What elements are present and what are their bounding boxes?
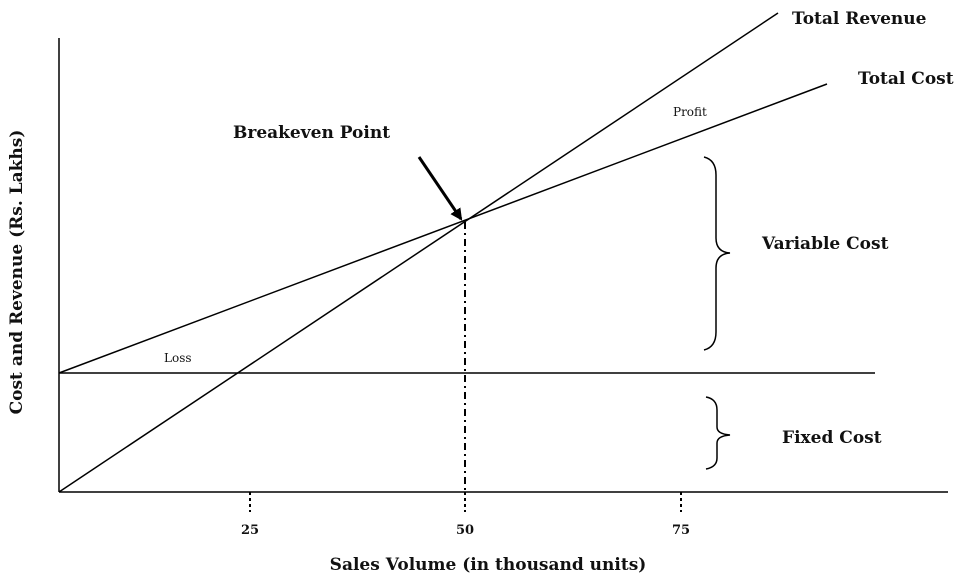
fixed-cost-label: Fixed Cost [782,428,882,448]
x-tick-label-50: 50 [456,523,474,538]
variable-cost-brace [703,156,731,351]
x-tick-label-75: 75 [672,523,690,538]
loss-label: Loss [164,351,192,365]
y-axis-label: Cost and Revenue (Rs. Lakhs) [7,130,27,415]
profit-label: Profit [673,105,707,119]
variable-cost-label: Variable Cost [761,234,889,254]
total-cost-line [58,83,828,374]
total-revenue-line [58,12,779,493]
fixed-cost-brace [705,396,731,470]
breakeven-label: Breakeven Point [233,123,390,143]
total-revenue-label: Total Revenue [792,9,927,29]
x-axis-label: Sales Volume (in thousand units) [330,555,647,575]
x-tick-label-25: 25 [241,523,259,538]
total-cost-label: Total Cost [858,69,954,89]
breakeven-arrow [417,156,463,221]
